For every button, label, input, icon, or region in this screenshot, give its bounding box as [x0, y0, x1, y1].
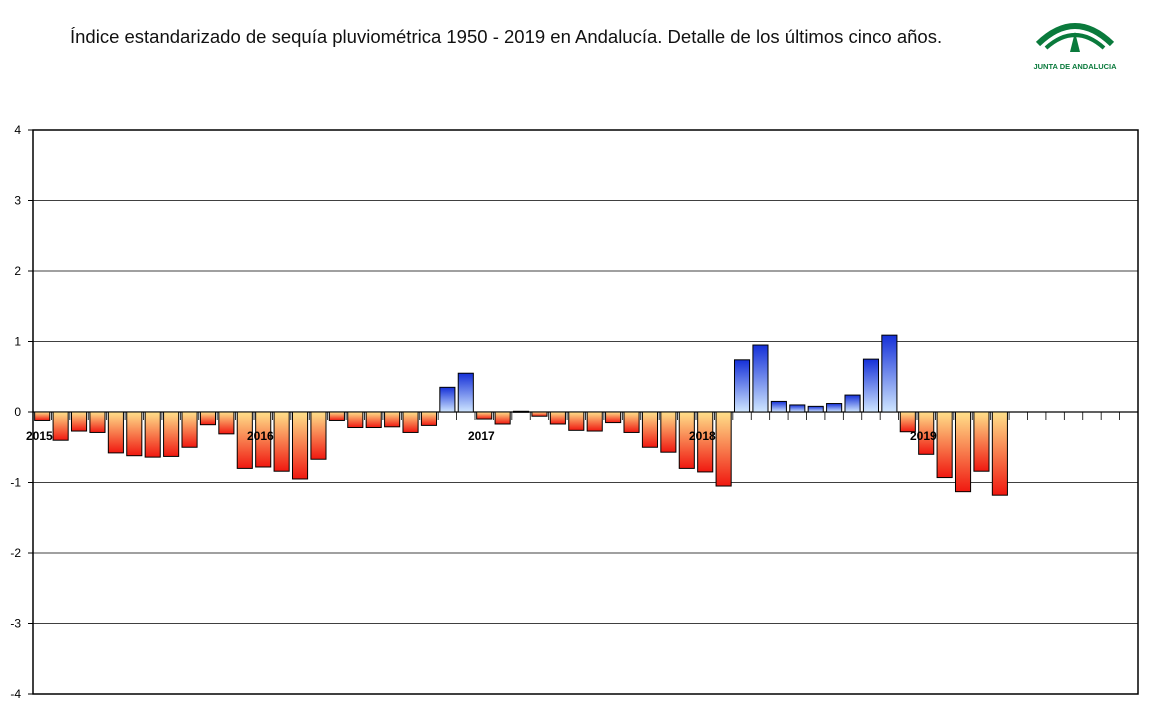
year-label: 2016 — [247, 429, 274, 443]
year-label: 2015 — [26, 429, 53, 443]
bar — [163, 411, 180, 457]
bar — [568, 411, 585, 431]
bar — [973, 411, 990, 472]
bar — [752, 344, 769, 413]
bar — [494, 411, 511, 425]
bar — [826, 403, 843, 413]
y-tick-label: -2 — [10, 546, 21, 560]
bar — [126, 411, 143, 457]
bar — [789, 404, 806, 413]
year-label: 2018 — [689, 429, 716, 443]
bar — [881, 334, 898, 413]
year-label: 2017 — [468, 429, 495, 443]
bar — [936, 411, 953, 479]
bar — [384, 411, 401, 428]
bar — [862, 358, 880, 413]
logo-text: JUNTA DE ANDALUCIA — [1033, 62, 1117, 71]
bar — [34, 411, 51, 421]
bar — [420, 411, 438, 426]
bar — [954, 411, 972, 493]
bar — [733, 359, 751, 413]
bar — [549, 411, 566, 425]
bar — [476, 411, 493, 420]
bar — [52, 411, 69, 441]
bar — [273, 411, 290, 472]
bar — [531, 411, 548, 417]
bar — [199, 411, 217, 426]
bar — [991, 411, 1008, 496]
bar — [402, 411, 419, 433]
bar — [310, 411, 327, 460]
bar — [605, 411, 622, 424]
y-tick-label: 0 — [14, 405, 21, 419]
y-tick-label: -4 — [10, 687, 21, 701]
year-labels: 2015 2016 2017 2018 2019 — [26, 429, 937, 443]
y-tick-label: 1 — [14, 335, 21, 349]
bar — [439, 386, 456, 413]
bar — [89, 411, 106, 433]
bar — [918, 411, 935, 455]
logo-leaf-icon — [1070, 32, 1080, 52]
plot-frame — [32, 129, 1139, 695]
chart-title: Índice estandarizado de sequía pluviomét… — [70, 26, 943, 47]
bar — [715, 411, 732, 487]
bar — [586, 411, 603, 432]
junta-de-andalucia-logo: JUNTA DE ANDALUCIA — [1033, 23, 1117, 71]
bar — [623, 411, 640, 433]
y-tick-label: -3 — [10, 617, 21, 631]
bar — [899, 411, 916, 433]
bar — [512, 410, 530, 413]
bar — [457, 372, 474, 413]
bar — [697, 411, 714, 473]
bar — [181, 411, 198, 448]
bar — [255, 411, 272, 468]
bar — [678, 411, 695, 469]
bar — [660, 411, 677, 453]
y-tick-label: 2 — [14, 264, 21, 278]
year-label: 2019 — [910, 429, 937, 443]
bar — [107, 411, 124, 454]
bar — [236, 411, 253, 469]
bar — [641, 411, 659, 448]
bar — [844, 394, 861, 413]
bar — [770, 400, 787, 413]
bars — [34, 334, 1008, 496]
y-tick-label: 4 — [14, 123, 21, 137]
y-tick-label: -1 — [10, 476, 21, 490]
bar — [70, 411, 88, 432]
bar — [365, 411, 382, 429]
bar — [328, 411, 345, 421]
y-axis-tick-labels: 4 3 2 1 0 -1 -2 -3 -4 — [10, 123, 21, 701]
bar — [807, 405, 824, 413]
bar — [291, 411, 309, 480]
bar — [347, 411, 364, 429]
bar — [144, 411, 161, 458]
bar — [218, 411, 235, 435]
y-tick-label: 3 — [14, 194, 21, 208]
